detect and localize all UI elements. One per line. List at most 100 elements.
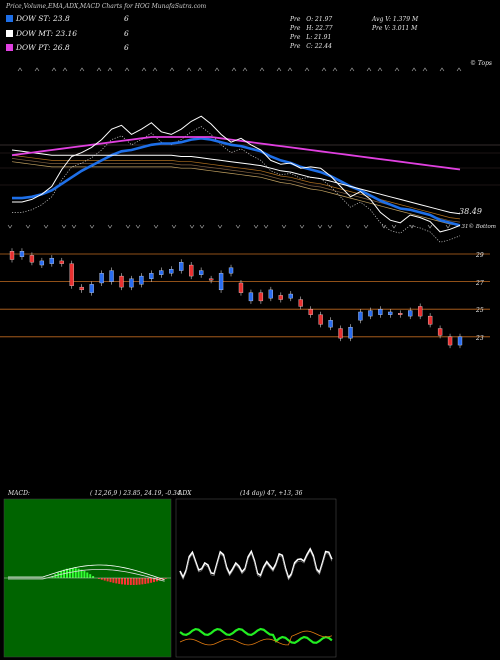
bottom-marker-icon (409, 224, 415, 229)
tops-label: © Tops (470, 60, 492, 67)
candle-body (308, 309, 313, 315)
bottom-marker-icon (89, 224, 95, 229)
candle-body (258, 292, 264, 302)
top-marker-icon (456, 67, 462, 72)
legend-swatch-icon (6, 15, 13, 22)
avg-volume: Avg V: 1.379 M (372, 16, 419, 23)
bottom-marker-icon (363, 224, 369, 229)
top-marker-icon (231, 67, 237, 72)
candle-body (338, 328, 343, 339)
legend-dow-st: DOW ST: 23.8 6 (6, 14, 129, 23)
legend-swatch-icon (6, 30, 13, 37)
macd-hist-bar (68, 568, 71, 578)
candle-body (159, 270, 164, 275)
top-marker-icon (141, 67, 147, 72)
macd-hist-bar (51, 576, 54, 578)
macd-hist-bar (77, 568, 80, 578)
legend-value: 6 (124, 43, 129, 52)
top-marker-icon (186, 67, 192, 72)
candle-body (378, 309, 383, 315)
top-marker-icon (214, 67, 220, 72)
macd-hist-bar (132, 578, 135, 585)
legend-value: 6 (124, 14, 129, 23)
bottom-marker-icon (445, 224, 451, 229)
top-marker-icon (259, 67, 265, 72)
legend-value: 6 (124, 29, 129, 38)
bottom-marker-icon (217, 224, 223, 229)
bottom-marker-icon (199, 224, 205, 229)
candle-body (199, 270, 204, 275)
macd-hist-bar (118, 578, 121, 584)
bottom-marker-icon (253, 224, 259, 229)
ema-panel (0, 67, 500, 243)
candle-body (298, 299, 303, 307)
top-marker-icon (276, 67, 282, 72)
candle-body (218, 273, 224, 291)
macd-hist-bar (147, 578, 150, 584)
legend-label: DOW MT: 23.16 (16, 29, 78, 38)
bottom-marker-icon (299, 224, 305, 229)
legend-dow-mt: DOW MT: 23.16 6 (6, 29, 129, 38)
level-label-27: 27 (476, 280, 484, 287)
plus-di-line (179, 627, 333, 645)
macd-hist-bar (164, 578, 167, 579)
bottom-marker-icon (263, 224, 269, 229)
macd-hist-bar (121, 578, 124, 585)
top-marker-icon (152, 67, 158, 72)
candle-body (427, 315, 433, 325)
candle-body (388, 311, 393, 315)
ema-series-1 (11, 149, 461, 215)
bottom-marker-icon (235, 224, 241, 229)
macd-hist-bar (115, 578, 118, 584)
macd-hist-bar (80, 569, 83, 578)
macd-label: MACD: (8, 490, 30, 497)
candle-body (248, 292, 254, 302)
candle-body (59, 260, 64, 264)
bottom-label: 31© Bottom (461, 224, 496, 230)
top-marker-icon (242, 67, 248, 72)
top-marker-icon (422, 67, 428, 72)
level-label-29: 29 (476, 252, 484, 259)
candle-body (348, 326, 353, 339)
candle-body (79, 286, 84, 291)
candle-body (69, 263, 74, 286)
top-marker-icon (169, 67, 175, 72)
candle-body (119, 275, 124, 288)
candle-body (169, 269, 174, 274)
macd-hist-bar (158, 578, 161, 581)
macd-hist-bar (155, 578, 158, 582)
bottom-marker-icon (71, 224, 77, 229)
bottom-marker-icon (391, 224, 397, 229)
candle-body (447, 336, 453, 346)
candle-body (29, 255, 35, 263)
macd-hist-bar (83, 570, 86, 578)
macd-hist-bar (135, 578, 138, 585)
ema-series-0 (12, 136, 461, 227)
macd-panel (3, 498, 172, 658)
candle-body (278, 295, 283, 300)
top-marker-icon (304, 67, 310, 72)
legend-label: DOW PT: 26.8 (16, 43, 70, 52)
chart-title: Price,Volume,EMA,ADX,MACD Charts for HOG… (6, 3, 207, 10)
ema-dotted-line (12, 126, 461, 243)
top-marker-icon (439, 67, 445, 72)
candle-body (408, 310, 413, 317)
macd-hist-bar (138, 578, 141, 585)
bottom-marker-icon (345, 224, 351, 229)
macd-line (8, 564, 165, 581)
bottom-marker-icon (7, 224, 13, 229)
candle-body (457, 336, 463, 346)
macd-hist-bar (112, 578, 115, 583)
top-marker-icon (366, 67, 372, 72)
legend-label: DOW ST: 23.8 (16, 14, 70, 23)
top-marker-icon (34, 67, 40, 72)
adx-line-shadow (179, 550, 333, 581)
top-marker-icon (394, 67, 400, 72)
candle-body (139, 275, 144, 285)
top-marker-icon (96, 67, 102, 72)
bottom-marker-icon (153, 224, 159, 229)
candle-body (238, 282, 244, 293)
macd-signal-line (8, 569, 165, 582)
candle-body (39, 260, 45, 266)
